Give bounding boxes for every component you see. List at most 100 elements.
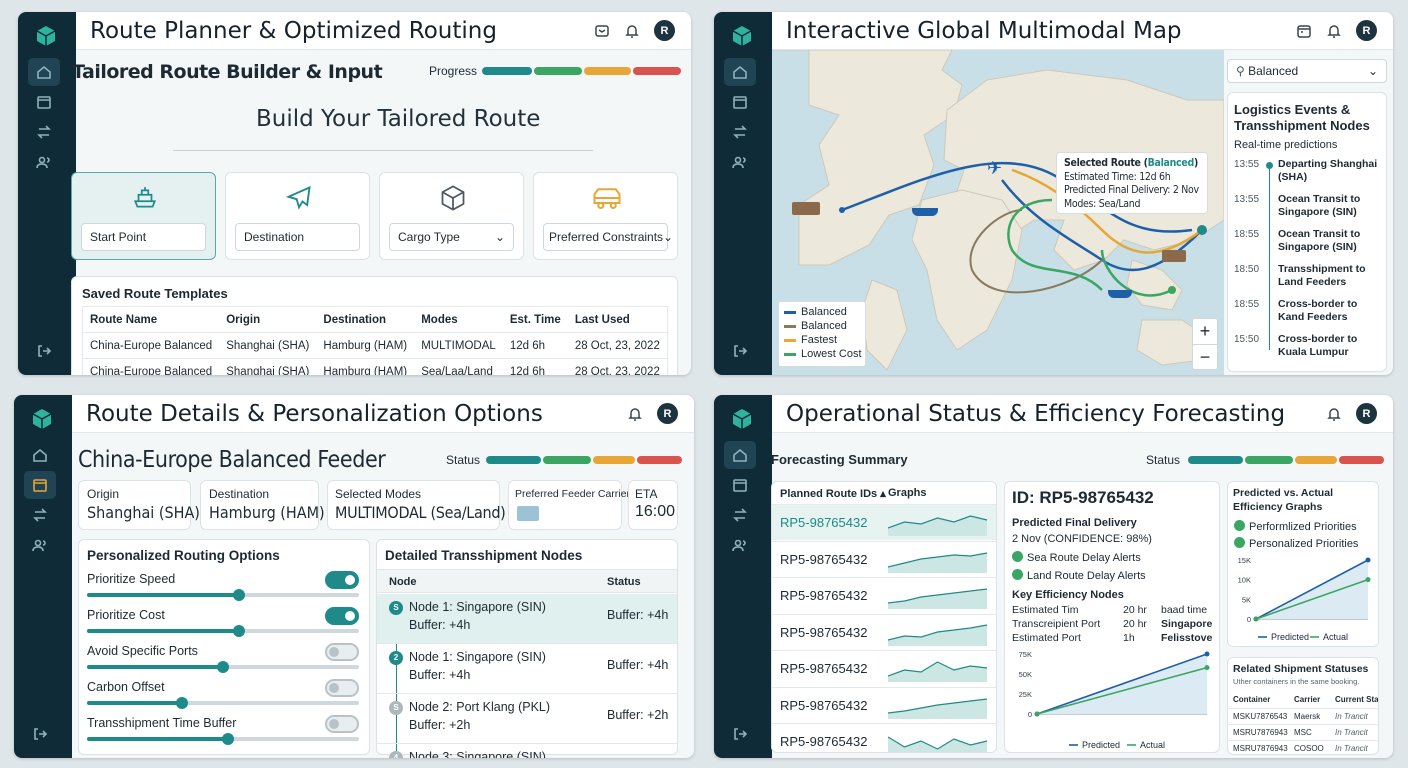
events-card: Logistics Events & Transshipment Nodes R… <box>1227 92 1387 372</box>
option-toggle[interactable] <box>325 715 359 733</box>
slider-handle[interactable] <box>233 625 246 637</box>
node-row[interactable]: S Node 2: Port Klang (PKL) Buffer: +2h Buff… <box>377 694 677 744</box>
destination-input[interactable]: Destination <box>235 223 360 251</box>
start-point-card[interactable]: Start Point <box>71 172 216 260</box>
option-label: Transshipment Time Buffer <box>87 716 237 730</box>
nav-home-icon[interactable] <box>724 441 756 469</box>
nav-calendar-icon[interactable] <box>724 471 756 499</box>
check-icon <box>1012 551 1023 562</box>
avatar[interactable]: R <box>1356 20 1377 41</box>
constraints-card[interactable]: Preferred Constraints ⌄ <box>533 172 678 260</box>
check-icon <box>1234 520 1245 531</box>
event-time: 18:50 <box>1234 264 1260 275</box>
nav-home-icon[interactable] <box>28 58 60 86</box>
slider-handle[interactable] <box>233 589 246 601</box>
option-toggle[interactable] <box>325 643 359 661</box>
option-toggle[interactable] <box>325 607 359 625</box>
constraints-select[interactable]: Preferred Constraints ⌄ <box>543 223 673 251</box>
table-row[interactable]: China-Europe Balanced Shanghai (SHA) Hambu… <box>82 358 668 375</box>
nav-transfer-icon[interactable] <box>28 118 60 146</box>
option-slider[interactable] <box>87 697 359 709</box>
nav-users-icon[interactable] <box>24 531 56 559</box>
nav-transfer-icon[interactable] <box>724 501 756 529</box>
slider-handle[interactable] <box>176 697 189 709</box>
carrier-field[interactable]: Preferred Feeder Carrier <box>508 480 630 530</box>
nav-users-icon[interactable] <box>724 531 756 559</box>
route-id-row[interactable]: RP5-98765432 <box>772 504 996 540</box>
nodes-header: Node Status <box>377 569 677 593</box>
cargo-type-select[interactable]: Cargo Type ⌄ <box>389 223 514 251</box>
option-slider[interactable] <box>87 733 359 745</box>
slider-handle[interactable] <box>217 661 229 673</box>
option-label: Prioritize Speed <box>87 572 176 586</box>
logout-icon[interactable] <box>724 337 756 365</box>
logout-icon[interactable] <box>24 720 56 748</box>
bell-icon[interactable] <box>624 23 640 39</box>
check-item[interactable]: Performlized Priorities <box>1234 520 1357 533</box>
bell-icon[interactable] <box>1326 406 1342 422</box>
nav-calendar-icon[interactable] <box>28 88 60 116</box>
sidebar <box>18 12 76 375</box>
pred-actual-title: Predicted vs. Actual Efficiency Graphs <box>1233 487 1333 513</box>
origin-field: Origin Shanghai (SHA) <box>78 480 200 530</box>
avatar[interactable]: R <box>654 20 675 41</box>
alert-item[interactable]: Land Route Delay Alerts <box>1012 569 1146 582</box>
destination-card[interactable]: Destination <box>225 172 370 260</box>
route-id-row[interactable]: RP5-98765432 <box>772 613 996 650</box>
section-title: Tailored Route Builder & Input <box>72 61 383 83</box>
logout-icon[interactable] <box>28 337 60 365</box>
ship-icon <box>1108 290 1132 298</box>
option-toggle[interactable] <box>325 679 359 697</box>
nav-calendar-icon[interactable] <box>724 88 756 116</box>
bell-icon[interactable] <box>1326 23 1342 39</box>
slider-handle[interactable] <box>222 733 235 745</box>
route-id-row[interactable]: RP5-98765432 <box>772 723 996 752</box>
option-slider[interactable] <box>87 589 359 601</box>
logout-icon[interactable] <box>724 720 756 748</box>
option-toggle[interactable] <box>325 571 359 589</box>
related-row[interactable]: MSKU7876543 Maersk In Trancit <box>1228 708 1378 724</box>
related-row[interactable]: MSRU7876943 MSC In Trancit <box>1228 724 1378 740</box>
y-tick-label: 0 <box>1028 710 1032 719</box>
node-row[interactable]: S Node 1: Singapore (SIN) Buffer: +4h Buffe… <box>377 594 677 644</box>
detail-id: ID: RP5-98765432 <box>1012 488 1154 507</box>
route-mode-select[interactable]: ⚲ Balanced ⌄ <box>1227 59 1387 83</box>
avatar[interactable]: R <box>657 403 678 424</box>
nav-home-icon[interactable] <box>724 58 756 86</box>
node-row[interactable]: 2 Node 1: Singapore (SIN) Buffer: +4h Buffe… <box>377 644 677 694</box>
destination-field: Destination Hamburg (HAM) <box>200 480 325 530</box>
zoom-out-button[interactable]: − <box>1199 347 1211 367</box>
nav-home-icon[interactable] <box>24 441 56 469</box>
cargo-type-card[interactable]: Cargo Type ⌄ <box>379 172 524 260</box>
bell-icon[interactable] <box>627 406 643 422</box>
avatar[interactable]: R <box>1356 403 1377 424</box>
logo-cube-icon <box>732 409 752 429</box>
route-id-row[interactable]: RP5-98765432 <box>772 577 996 613</box>
route-id-row[interactable]: RP5-98765432 <box>772 686 996 723</box>
route-id-row[interactable]: RP5-98765432 <box>772 650 996 686</box>
check-item[interactable]: Personalized Priorities <box>1234 537 1358 550</box>
nav-transfer-icon[interactable] <box>24 501 56 529</box>
event-text: Ocean Transit to Singapore (SIN) <box>1278 228 1361 253</box>
route-id-row[interactable]: RP5-98765432 <box>772 540 996 577</box>
nav-calendar-icon[interactable] <box>24 471 56 499</box>
start-point-input[interactable]: Start Point <box>81 223 206 251</box>
related-row[interactable]: MSRU7876943 COSOO In Trancit <box>1228 740 1378 754</box>
status-bar <box>486 456 682 464</box>
calendar-icon[interactable] <box>1296 23 1312 39</box>
node-row[interactable]: 4 Node 3: Singapore (SIN) <box>377 744 677 758</box>
nav-users-icon[interactable] <box>724 148 756 176</box>
eta-field: ETA 16:00 <box>628 480 678 530</box>
ship-icon <box>133 187 157 208</box>
inbox-icon[interactable] <box>594 23 610 39</box>
table-row[interactable]: China-Europe Balanced Shanghai (SHA) Hambu… <box>82 332 668 359</box>
world-map[interactable]: ✈ Selected Route (Balanced) Estimated Ti… <box>772 50 1224 375</box>
nav-users-icon[interactable] <box>28 148 60 176</box>
nav-transfer-icon[interactable] <box>724 118 756 146</box>
alert-item[interactable]: Sea Route Delay Alerts <box>1012 551 1141 564</box>
data-point <box>1365 577 1371 583</box>
option-slider[interactable] <box>87 625 359 637</box>
option-slider[interactable] <box>87 661 359 673</box>
event-text: Ocean Transit to Singapore (SIN) <box>1278 193 1361 218</box>
zoom-in-button[interactable]: + <box>1193 319 1217 345</box>
